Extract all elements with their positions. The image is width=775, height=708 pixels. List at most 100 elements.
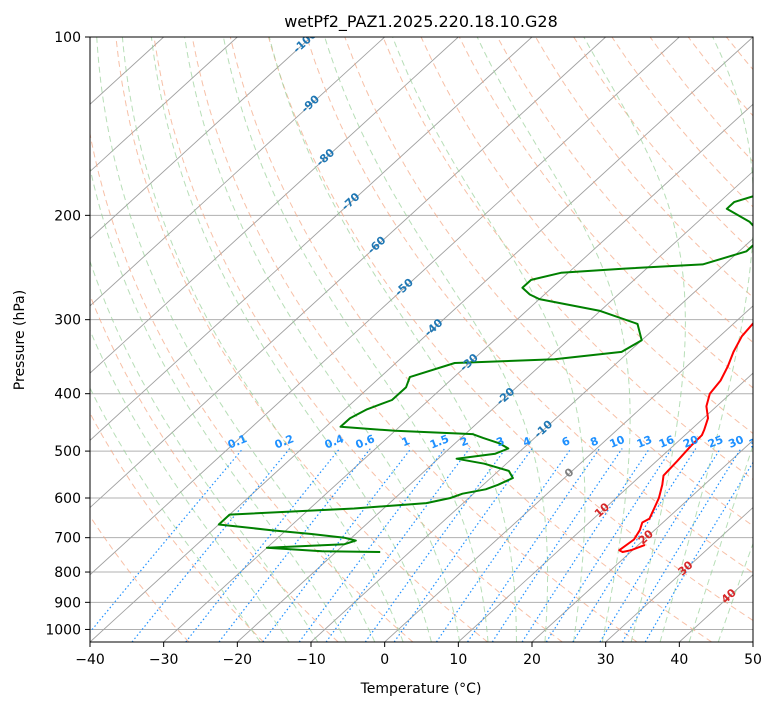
y-tick-label: 500 [54, 444, 81, 460]
mixing-ratio-label: 16 [657, 433, 676, 451]
dewpoint-series-line [217, 195, 753, 553]
moist-adiabat-line [90, 387, 261, 642]
x-tick-label: −40 [75, 652, 105, 668]
moist-adiabat-line [717, 542, 753, 642]
mixing-ratio-line [621, 448, 742, 642]
moist-adiabat-line [583, 37, 686, 642]
moist-adiabat-line [90, 328, 290, 642]
isotherm-line [90, 37, 459, 374]
pressure-grid [90, 37, 753, 630]
moist-adiabat-line [96, 37, 376, 642]
mixing-ratio-line [491, 448, 623, 642]
moist-adiabat-line [324, 37, 549, 642]
mixing-ratio-label: 10 [608, 433, 627, 451]
sounding-series [217, 195, 753, 553]
moist-adiabat-line [268, 37, 517, 642]
x-tick-label: 50 [744, 652, 762, 668]
y-tick-label: 600 [54, 491, 81, 507]
moist-adiabat-lines [90, 37, 753, 642]
mixing-ratio-label: 30 [726, 433, 745, 451]
temperature-series-line [618, 321, 753, 553]
x-tick-label: 20 [523, 652, 541, 668]
dry-adiabat-line [229, 37, 712, 642]
mixing-ratio-label: 20 [681, 433, 700, 451]
moist-adiabat-line [150, 37, 432, 642]
y-tick-label: 800 [54, 565, 81, 581]
mixing-ratio-label: 13 [635, 433, 654, 451]
mixing-ratio-label: 2 [458, 434, 470, 449]
moist-adiabat-line [184, 37, 461, 642]
moist-adiabat-line [659, 37, 753, 642]
x-axis: −40 −30 −20 −10 0 10 20 30 40 50 [75, 642, 762, 668]
mixing-ratio-line [467, 448, 600, 642]
x-tick-label: −20 [223, 652, 253, 668]
moist-adiabat-line [90, 259, 319, 642]
mixing-ratio-line [131, 448, 291, 642]
y-tick-label: 1000 [45, 622, 81, 638]
dry-adiabat-line [306, 37, 753, 574]
mixing-ratio-label: 1 [400, 434, 412, 449]
mixing-ratio-label: 8 [588, 434, 600, 449]
moist-adiabat-line [392, 37, 586, 642]
mixing-ratio-line [393, 448, 533, 642]
mixing-ratio-label: 3 [494, 434, 506, 449]
dry-adiabat-line [115, 37, 488, 642]
isotherm-line [90, 37, 606, 509]
plot-area: -100-90-80-70-60-50-40-30-20-10010203040… [90, 37, 766, 642]
dry-adiabat-line [496, 37, 753, 344]
isotherm-line [90, 37, 533, 441]
x-tick-label: −30 [149, 652, 179, 668]
y-tick-label: 400 [54, 387, 81, 403]
mixing-ratio-label: 36 [747, 433, 766, 451]
isotherm-line [90, 37, 385, 307]
dry-adiabat-line [90, 515, 190, 642]
dry-adiabat-line [382, 37, 753, 481]
isotherm-line [458, 372, 753, 642]
dry-adiabat-line [153, 37, 563, 642]
mixing-ratio-lines [90, 448, 753, 642]
mixing-ratio-line [545, 448, 673, 642]
moist-adiabat-line [476, 37, 631, 642]
moist-adiabat-line [121, 37, 404, 642]
dry-adiabat-line [90, 131, 414, 642]
x-tick-label: 40 [670, 652, 688, 668]
x-tick-label: −10 [296, 652, 326, 668]
x-tick-label: 0 [380, 652, 389, 668]
moist-adiabat-line [90, 165, 347, 642]
isotherm-line [90, 37, 312, 240]
moist-adiabat-line [222, 37, 489, 642]
y-axis: 100 200 300 400 500 600 700 800 900 1000 [45, 30, 90, 638]
mixing-ratio-line [325, 448, 470, 642]
isotherm-line [90, 37, 680, 576]
isotherm-line [163, 103, 753, 642]
plot-frame [89, 36, 754, 643]
y-tick-label: 200 [54, 208, 81, 224]
dry-adiabat-line [344, 37, 753, 527]
mixing-ratio-label: 25 [706, 433, 725, 451]
isotherm-line [237, 170, 753, 642]
isotherm-line [384, 305, 753, 642]
mixing-ratio-labels: 0.10.20.40.611.52346810131620253036 [226, 432, 766, 451]
x-tick-label: 10 [449, 652, 467, 668]
dry-adiabat-line [90, 412, 264, 642]
mixing-ratio-line [599, 448, 722, 642]
mixing-ratio-line [521, 448, 651, 642]
mixing-ratio-line [572, 448, 697, 642]
y-tick-label: 900 [54, 595, 81, 611]
mixing-ratio-line [185, 448, 341, 642]
isotherm-line [90, 37, 753, 642]
y-axis-title: Pressure (hPa) [12, 290, 28, 390]
chart-title: wetPf2_PAZ1.2025.220.18.10.G28 [284, 12, 558, 32]
isotherm-line [531, 439, 753, 642]
y-tick-label: 300 [54, 313, 81, 329]
isotherm-line [90, 37, 238, 173]
x-tick-label: 30 [597, 652, 615, 668]
dry-adiabat-line [535, 37, 753, 298]
y-tick-label: 700 [54, 531, 81, 547]
y-tick-label: 100 [54, 30, 81, 46]
x-axis-title: Temperature (°C) [360, 681, 482, 697]
isotherm-lines [90, 37, 753, 642]
dry-adiabat-line [268, 37, 753, 622]
isotherm-line [605, 506, 753, 642]
